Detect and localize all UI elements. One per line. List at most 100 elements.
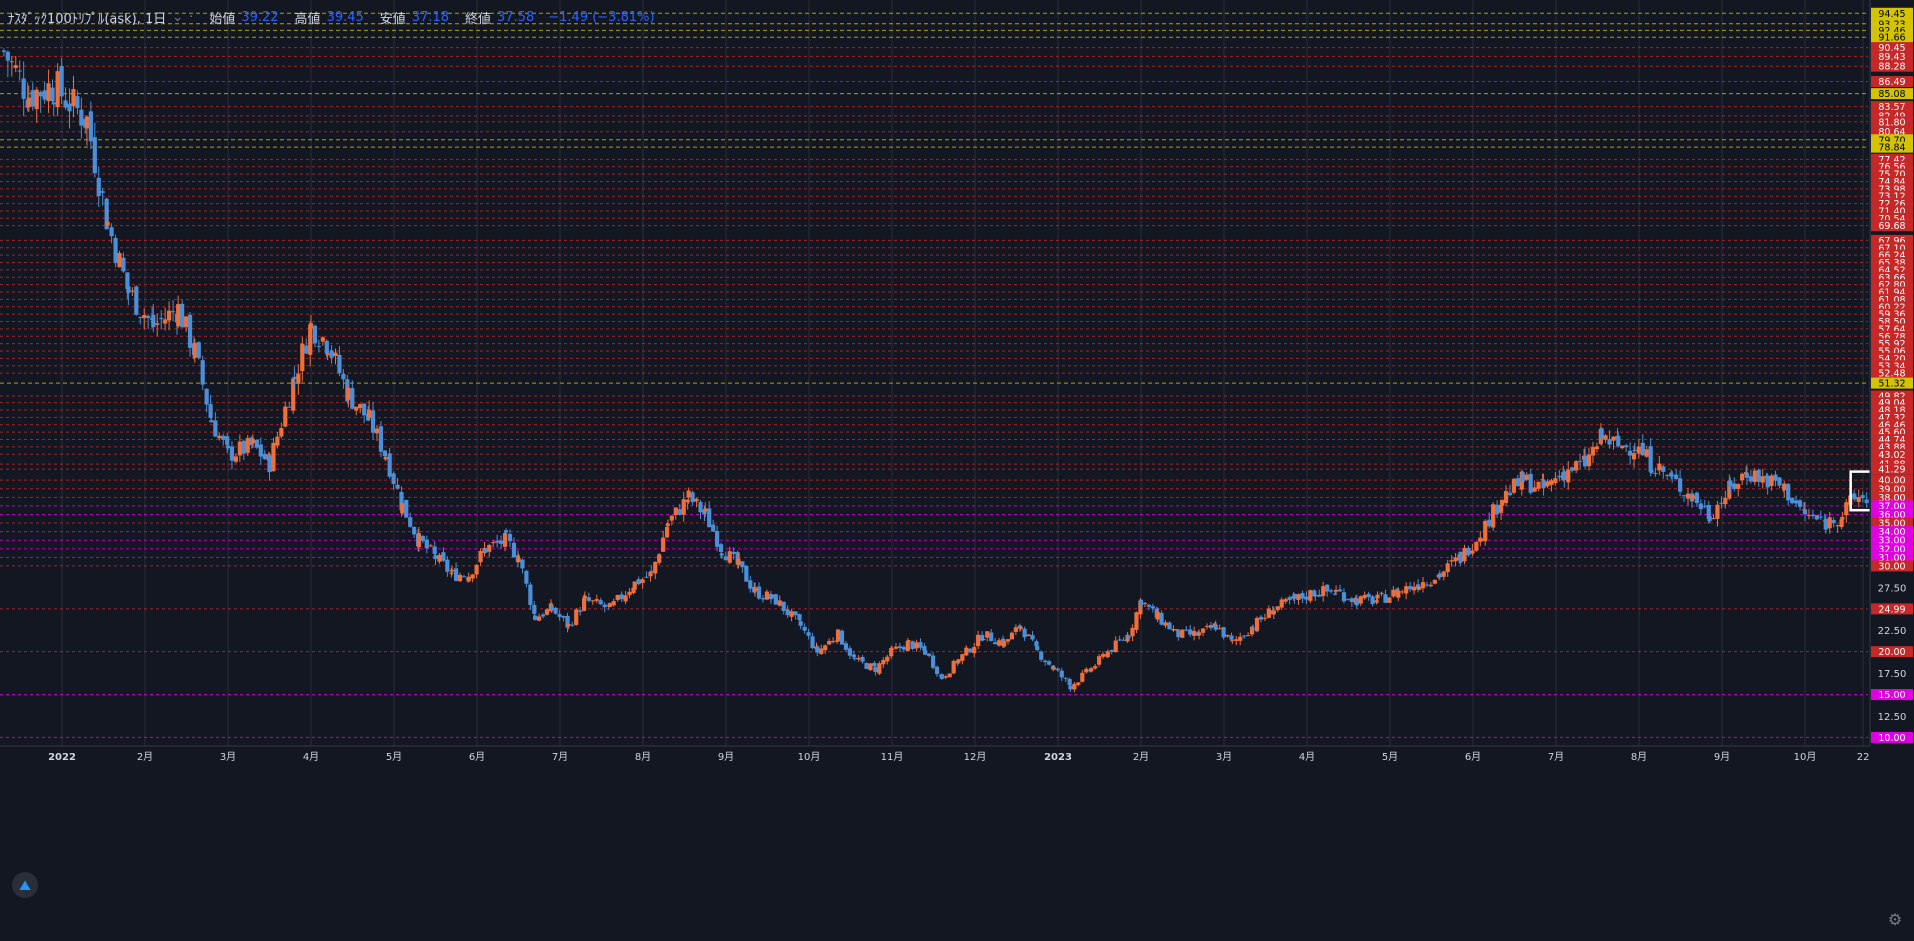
candle-body [877,663,881,673]
candle-body [956,659,960,663]
candle-body [1019,627,1023,629]
candle-body [1156,612,1160,620]
time-tick-label: 10月 [1794,751,1817,763]
candle-body [823,645,827,650]
candle-body [633,581,637,589]
candle-body [603,605,607,608]
candle-body [35,90,39,109]
candle-body [1504,491,1508,503]
candle-body [720,554,724,556]
candle-body [1329,590,1333,591]
candle-body [894,647,898,649]
candle-body [101,191,105,193]
candle-body [483,548,487,553]
candle-body [60,66,64,96]
chevron-down-icon[interactable]: ⌄ [172,10,183,25]
time-tick-label: 6月 [469,751,485,763]
price-label-text: 86.49 [1878,77,1905,88]
candle-body [52,103,56,105]
candle-body [358,404,362,408]
candle-body [918,642,922,648]
candle-body [524,571,528,584]
candle-body [475,565,479,575]
gear-icon[interactable]: ⚙ [1884,910,1906,932]
candle-body [782,602,786,611]
candle-body [371,411,375,433]
candle-body [554,608,558,614]
candle-body [1604,435,1608,439]
candle-body [1695,493,1699,503]
candle-body [533,616,537,620]
candle-body [180,304,184,328]
symbol-title[interactable]: ﾅｽﾀﾞｯｸ100ﾄﾘﾌﾟﾙ(ask), 1日 [8,8,166,27]
candle-body [234,456,238,461]
candle-body [1574,461,1578,470]
candle-body [300,344,304,371]
candle-body [1852,493,1856,497]
time-tick-label: 9月 [1714,751,1730,763]
candle-body [333,353,337,357]
candle-body [844,643,848,650]
candle-body [1043,661,1047,662]
candle-body [450,570,454,572]
candle-body [1545,481,1549,486]
candle-body [93,137,97,173]
candle-body [732,552,736,554]
price-label-text: 88.28 [1878,62,1905,73]
candle-body [1056,669,1060,671]
candle-body [1458,552,1462,563]
time-axis-background [0,746,1914,936]
candle-body [1039,652,1043,660]
candle-body [641,579,645,583]
candle-body [637,579,641,584]
candle-body [1832,520,1836,523]
candle-body [537,617,541,621]
candle-body [1064,678,1068,679]
time-tick-label: 2023 [1044,752,1072,763]
candle-body [786,610,790,616]
candle-body [935,667,939,674]
price-label-text: 41.29 [1878,465,1905,476]
candle-body [968,649,972,653]
candle-body [1670,476,1674,477]
candle-body [1313,595,1317,596]
candle-body [63,100,67,107]
candle-body [1387,598,1391,603]
time-tick-label: 6月 [1465,751,1481,763]
candle-body [1777,477,1781,485]
candle-body [566,624,570,626]
candle-body [649,571,653,572]
candle-body [1255,618,1259,631]
candle-body [608,603,612,607]
candle-body [1147,605,1151,607]
candle-body [715,531,719,547]
candle-body [1583,456,1587,467]
candle-body [1068,686,1072,690]
candle-body [1500,500,1504,506]
candle-body [79,110,83,126]
candle-body [1209,625,1213,628]
candle-body [71,89,75,106]
candle-body [627,592,631,595]
candle-body [1512,479,1516,493]
candle-body [512,543,516,557]
candle-body [1130,628,1134,637]
candle-body [392,473,396,484]
candle-body [753,588,757,592]
candle-body [454,568,458,581]
candle-body [283,407,287,427]
tradingview-logo-icon[interactable]: ⛰ [12,872,38,898]
candle-body [666,523,670,525]
candle-body [793,611,797,615]
candle-body [503,533,507,547]
candle-body [1470,550,1474,553]
candle-body [1836,525,1840,526]
candle-body [1076,682,1080,685]
candle-body [1450,560,1454,561]
candle-body [155,323,159,325]
candle-body [1134,612,1138,630]
candle-body [1218,628,1222,629]
